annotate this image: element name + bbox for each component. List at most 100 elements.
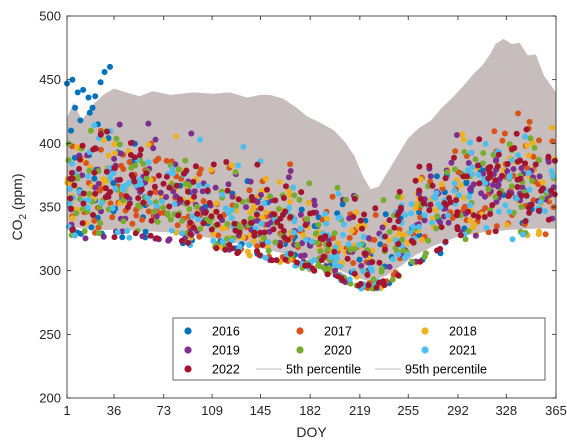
data-point	[390, 271, 397, 278]
data-point	[181, 170, 187, 177]
data-point	[261, 200, 268, 207]
data-point	[128, 164, 135, 171]
data-point	[264, 186, 270, 193]
data-point	[145, 208, 152, 215]
data-point	[147, 232, 154, 239]
legend-marker-2021	[421, 346, 429, 354]
data-point	[126, 159, 133, 165]
data-point	[131, 178, 138, 185]
data-point	[438, 224, 445, 231]
data-point	[382, 233, 388, 240]
data-point	[275, 205, 282, 212]
data-point	[202, 209, 209, 216]
data-point	[304, 216, 310, 222]
data-point	[85, 94, 92, 101]
data-point	[545, 153, 552, 160]
data-point	[326, 241, 332, 248]
data-point	[432, 195, 439, 202]
data-point	[160, 204, 167, 211]
data-point	[535, 156, 542, 163]
data-point	[535, 181, 542, 188]
data-point	[190, 178, 197, 185]
data-point	[72, 104, 79, 111]
data-point	[483, 224, 490, 231]
data-point	[426, 207, 433, 214]
y-tick-label: 350	[39, 200, 61, 215]
data-point	[480, 150, 487, 157]
data-point	[191, 193, 198, 200]
data-point	[475, 214, 482, 220]
data-point	[67, 195, 74, 202]
data-point	[329, 193, 336, 200]
data-point	[437, 219, 444, 226]
data-point	[135, 202, 142, 209]
data-point	[77, 156, 84, 163]
data-point	[182, 157, 189, 164]
data-point	[360, 267, 366, 274]
data-point	[377, 241, 384, 248]
data-point	[120, 218, 127, 225]
data-point	[243, 204, 249, 211]
data-point	[120, 166, 127, 172]
data-point	[434, 247, 440, 254]
data-point	[487, 206, 494, 213]
data-point	[337, 263, 343, 270]
data-point	[407, 210, 414, 217]
data-point	[291, 192, 298, 199]
data-point	[147, 190, 154, 197]
data-point	[259, 214, 266, 221]
data-point	[344, 255, 351, 262]
data-point	[187, 230, 194, 237]
data-point	[197, 225, 204, 232]
data-point	[410, 223, 417, 230]
data-point	[433, 173, 440, 180]
data-point	[346, 234, 353, 241]
data-point	[119, 183, 126, 190]
data-point	[170, 188, 177, 195]
data-point	[97, 131, 104, 138]
data-point	[129, 220, 136, 227]
data-point	[150, 145, 157, 152]
data-point	[299, 240, 306, 247]
data-point	[396, 188, 403, 195]
data-point	[465, 208, 472, 215]
data-point	[478, 190, 485, 197]
data-point	[539, 179, 546, 186]
data-point	[222, 205, 229, 212]
data-point	[548, 168, 555, 175]
data-point	[193, 203, 200, 210]
data-point	[364, 272, 371, 278]
data-point	[287, 214, 294, 220]
data-point	[333, 253, 340, 260]
data-point	[234, 250, 241, 257]
data-point	[258, 191, 264, 198]
data-point	[394, 193, 401, 200]
x-tick-label: 145	[250, 403, 272, 418]
data-point	[373, 284, 380, 291]
data-point	[213, 208, 220, 215]
data-point	[185, 188, 191, 195]
data-point	[164, 211, 171, 218]
data-point	[145, 159, 152, 166]
data-point	[143, 175, 150, 182]
data-point	[172, 161, 179, 168]
data-point	[522, 133, 529, 140]
data-point	[416, 187, 423, 194]
data-point	[334, 210, 341, 217]
data-point	[208, 226, 215, 233]
data-point	[123, 193, 130, 200]
data-point	[345, 241, 352, 248]
data-point	[527, 135, 534, 142]
data-point	[155, 172, 162, 179]
data-point	[472, 232, 479, 239]
data-point	[416, 232, 423, 239]
data-point	[111, 155, 118, 162]
data-point	[140, 199, 147, 206]
data-point	[412, 205, 419, 211]
data-point	[361, 250, 368, 257]
data-point	[113, 135, 120, 142]
data-point	[184, 199, 191, 206]
data-point	[298, 206, 305, 213]
data-point	[461, 195, 468, 201]
